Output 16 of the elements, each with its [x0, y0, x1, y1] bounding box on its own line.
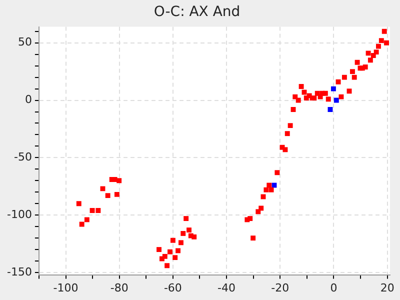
- x-tick-label: -40: [218, 281, 236, 294]
- y-tick-label: -100: [6, 208, 32, 221]
- x-tick-label: -20: [271, 281, 290, 294]
- point: [328, 106, 333, 112]
- point: [334, 98, 339, 103]
- chart-title: O-C: AX And: [154, 4, 240, 20]
- x-tick-label: 20: [380, 281, 394, 294]
- x-tick-label: -60: [164, 281, 182, 294]
- x-tick-label: 0: [330, 281, 338, 294]
- x-tick-label: -80: [110, 281, 128, 294]
- x-tick-label: -100: [53, 281, 78, 294]
- y-tick-label: -50: [14, 150, 32, 164]
- y-tick-label: 0: [24, 93, 32, 106]
- y-tick-label: -150: [6, 265, 32, 278]
- y-tick-label: 50: [18, 36, 32, 49]
- point: [330, 86, 336, 92]
